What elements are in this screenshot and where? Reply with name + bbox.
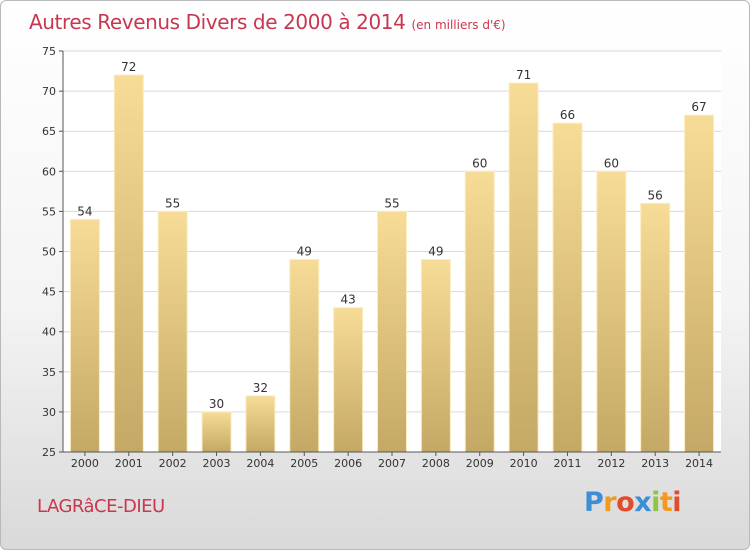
bar-2000 — [69, 218, 100, 453]
proxiti-logo: Proxiti — [584, 487, 682, 518]
x-tick-label-2000: 2000 — [71, 457, 99, 470]
x-tick-label-2008: 2008 — [422, 457, 450, 470]
y-tick-label: 35 — [42, 366, 56, 379]
y-tick-label: 30 — [42, 406, 56, 419]
value-label-2005: 49 — [297, 245, 312, 259]
value-label-2000: 54 — [77, 204, 92, 218]
y-tick-label: 55 — [42, 205, 56, 218]
y-tick-label: 70 — [42, 85, 56, 98]
x-tick-label-2004: 2004 — [246, 457, 274, 470]
x-tick-label-2005: 2005 — [290, 457, 318, 470]
bar-2008 — [420, 259, 451, 453]
place-name: LAGRâCE-DIEU — [37, 496, 165, 517]
bar-2001 — [113, 74, 144, 453]
y-tick-label: 65 — [42, 125, 56, 138]
chart-title: Autres Revenus Divers de 2000 à 2014 (en … — [29, 10, 506, 34]
bar-2002 — [157, 210, 188, 453]
bar-2007 — [377, 210, 407, 453]
value-label-2002: 55 — [165, 196, 180, 210]
x-tick-label-2007: 2007 — [378, 457, 406, 470]
bar-2006 — [333, 307, 364, 453]
x-tick-label-2001: 2001 — [115, 457, 143, 470]
y-tick-label: 50 — [42, 246, 56, 259]
bar-2009 — [464, 170, 495, 453]
bar-2003 — [201, 411, 232, 453]
y-tick-label: 45 — [42, 286, 56, 299]
x-tick-label-2014: 2014 — [685, 457, 713, 470]
x-tick-label-2012: 2012 — [597, 457, 625, 470]
bar-2010 — [508, 82, 539, 453]
x-tick-label-2009: 2009 — [466, 457, 494, 470]
bar-2014 — [684, 114, 715, 453]
y-tick-label: 75 — [42, 45, 56, 58]
x-tick-label-2013: 2013 — [641, 457, 669, 470]
x-tick-label-2006: 2006 — [334, 457, 362, 470]
value-label-2013: 56 — [648, 188, 663, 202]
bar-2004 — [245, 395, 276, 453]
bar-2013 — [640, 202, 671, 453]
bar-2011 — [552, 122, 583, 453]
bar-2005 — [289, 259, 320, 453]
value-label-2012: 60 — [604, 156, 619, 170]
x-tick-label-2002: 2002 — [159, 457, 187, 470]
value-label-2010: 71 — [516, 68, 531, 82]
value-label-2008: 49 — [428, 245, 443, 259]
bar-2012 — [596, 170, 627, 453]
chart-unit-text: (en milliers d'€) — [411, 18, 506, 32]
value-label-2006: 43 — [340, 293, 355, 307]
value-label-2009: 60 — [472, 156, 487, 170]
y-tick-label: 40 — [42, 326, 56, 339]
x-tick-label-2010: 2010 — [510, 457, 538, 470]
value-label-2007: 55 — [384, 196, 399, 210]
x-tick-label-2003: 2003 — [203, 457, 231, 470]
value-label-2004: 32 — [253, 381, 268, 395]
y-tick-label: 60 — [42, 165, 56, 178]
value-label-2003: 30 — [209, 397, 224, 411]
value-label-2014: 67 — [691, 100, 706, 114]
x-tick-label-2011: 2011 — [553, 457, 581, 470]
value-label-2011: 66 — [560, 108, 575, 122]
y-tick-label: 25 — [42, 446, 56, 459]
chart-title-text: Autres Revenus Divers de 2000 à 2014 — [29, 10, 406, 34]
value-label-2001: 72 — [121, 60, 136, 74]
